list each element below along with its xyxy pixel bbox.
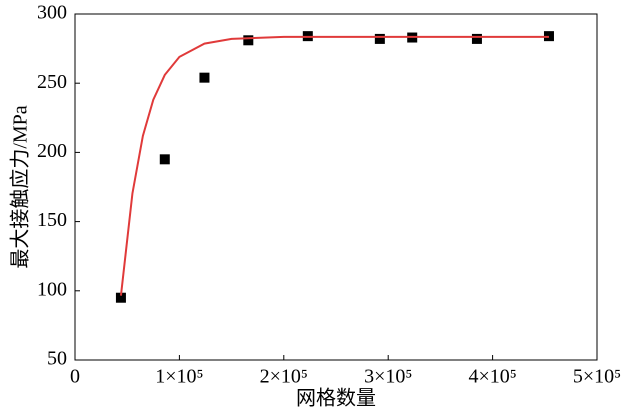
data-point bbox=[199, 72, 210, 83]
data-point bbox=[374, 33, 385, 44]
data-point bbox=[471, 33, 482, 44]
x-axis-label: 网格数量 bbox=[296, 387, 376, 410]
x-tick-label: 2×10⁵ bbox=[260, 366, 308, 388]
x-tick-label: 0 bbox=[70, 366, 80, 388]
y-tick-label: 100 bbox=[37, 278, 67, 300]
plot-frame bbox=[74, 13, 598, 361]
data-point bbox=[243, 35, 254, 46]
x-tick-label: 1×10⁵ bbox=[155, 366, 203, 388]
y-axis-label: 最大接触应力/MPa bbox=[9, 105, 32, 268]
y-tick-label: 200 bbox=[37, 140, 67, 162]
x-tick-label: 5×10⁵ bbox=[573, 366, 621, 388]
y-tick-label: 300 bbox=[37, 2, 67, 24]
y-tick-label: 250 bbox=[37, 71, 67, 93]
y-tick-label: 50 bbox=[47, 348, 67, 370]
x-tick-label: 4×10⁵ bbox=[468, 366, 516, 388]
y-tick-label: 150 bbox=[37, 209, 67, 231]
data-point bbox=[115, 292, 126, 303]
fit-curve bbox=[119, 35, 549, 296]
x-tick-label: 3×10⁵ bbox=[364, 366, 412, 388]
data-point bbox=[159, 154, 170, 165]
